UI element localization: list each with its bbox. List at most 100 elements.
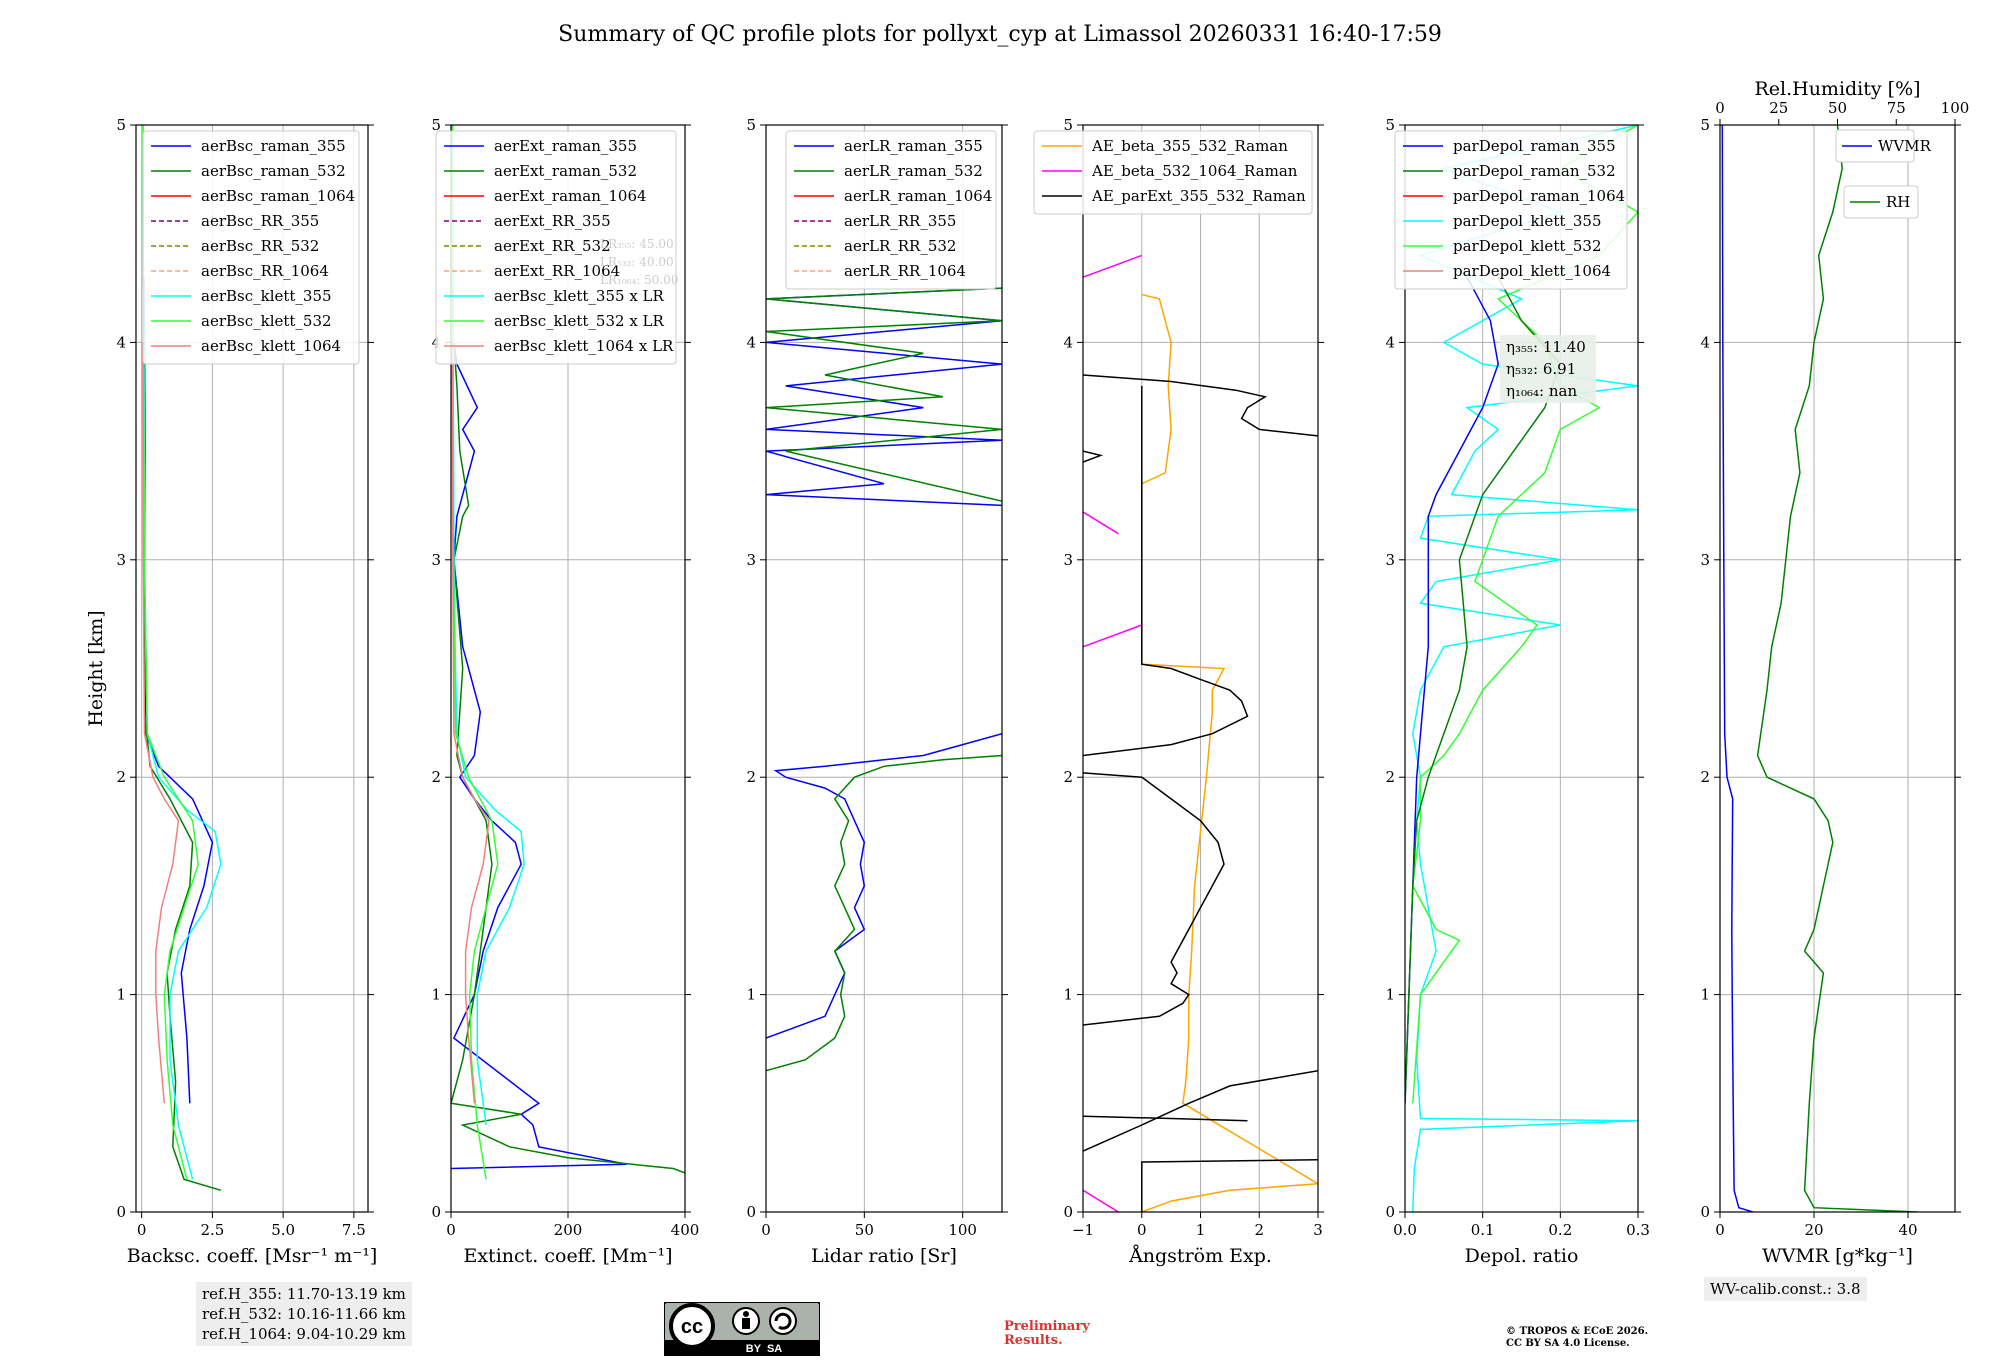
y-tick-label: 5	[431, 116, 441, 134]
y-tick-label: 1	[116, 986, 126, 1004]
series-line-aerBsc-klett-1064-x-LR	[451, 342, 490, 1104]
series-line-AE-parExt-355-532-Raman-3-	[1083, 1115, 1248, 1122]
y-tick-label: 0	[1063, 1203, 1073, 1221]
panel-lr: 0 50 100 0 1 2 3 4 5 Lidar ratio [Sr] aerLR_raman_…	[746, 116, 1008, 1267]
legend-label: aerExt_raman_355	[494, 137, 637, 155]
y-tick-label: 0	[431, 1203, 441, 1221]
legend-label: AE_beta_355_532_Raman	[1091, 137, 1288, 155]
series-line-AE-parExt-355-532-Raman-4-	[1083, 772, 1225, 1026]
legend-label: WVMR	[1878, 137, 1932, 155]
y-tick-label: 5	[1385, 116, 1395, 134]
x-axis-label: Extinct. coeff. [Mm⁻¹]	[463, 1245, 672, 1267]
lidar-ratio-label: LR₁₀₆₄: 50.00	[600, 273, 678, 287]
legend-label: aerBsc_klett_355 x LR	[494, 287, 665, 305]
legend-label: aerExt_raman_1064	[494, 187, 647, 205]
x-tick-label: 0	[1137, 1221, 1147, 1239]
legend-box	[1835, 129, 1915, 163]
y-tick-label: 4	[746, 333, 756, 351]
legend-label: aerBsc_klett_532 x LR	[494, 312, 665, 330]
y-tick-label: 1	[1385, 986, 1395, 1004]
series-line-aerLR-raman-355-upper-	[766, 287, 1002, 507]
legend-label: AE_beta_532_1064_Raman	[1091, 162, 1298, 180]
legend-label: parDepol_klett_532	[1453, 237, 1602, 255]
top-tick-label: 75	[1887, 99, 1906, 117]
legend-label: aerBsc_RR_532	[201, 237, 319, 255]
x-tick-label: 5.0	[271, 1221, 295, 1239]
series-line-aerBsc-klett-1064	[141, 342, 180, 1104]
top-tick-label: 0	[1715, 99, 1725, 117]
legend-label: aerBsc_raman_1064	[201, 187, 355, 205]
legend-box	[142, 130, 360, 365]
legend-box	[435, 130, 677, 365]
x-tick-label: 400	[671, 1221, 700, 1239]
x-tick-label: 0.1	[1471, 1221, 1495, 1239]
legend-label: aerBsc_klett_1064	[201, 337, 341, 355]
x-tick-label: 0.0	[1393, 1221, 1417, 1239]
axes-frame	[1719, 124, 1956, 1213]
legend-label: RH	[1886, 193, 1910, 211]
legend-label: aerLR_raman_355	[844, 137, 983, 155]
series-line-AE-parExt-355-532-Raman-7-	[1083, 450, 1104, 463]
legend: aerBsc_raman_355 aerBsc_raman_532 aerBsc_r…	[142, 130, 360, 365]
depol-calibration-box: η₃₅₅: 11.40 η₅₃₂: 6.91 η₁₀₆₄: nan	[1500, 335, 1596, 403]
y-tick-label: 3	[431, 551, 441, 569]
series-line-AE-beta-532-1064-Raman-3-	[1083, 511, 1119, 535]
axes-frame	[765, 124, 1003, 1213]
series-line-aerExt-raman-355	[451, 342, 627, 1170]
y-tick-label: 2	[746, 768, 756, 786]
y-tick-label: 4	[1063, 333, 1073, 351]
legend: parDepol_raman_355 parDepol_raman_532 parD…	[1394, 130, 1628, 290]
x-tick-label: 7.5	[342, 1221, 366, 1239]
series-group	[766, 287, 1002, 1072]
legend-box	[1394, 130, 1628, 290]
y-tick-label: 3	[1700, 551, 1710, 569]
ref-height-532: ref.H_532: 10.16-11.66 km	[202, 1305, 406, 1323]
series-line-parDepol-raman-355	[1405, 276, 1499, 1104]
x-tick-label: 100	[948, 1221, 977, 1239]
y-tick-label: 2	[1063, 768, 1073, 786]
y-tick-label: 5	[1063, 116, 1073, 134]
legend-RH: RH	[1843, 185, 1919, 219]
legend-label: aerLR_RR_532	[844, 237, 956, 255]
svg-text:cc: cc	[681, 1316, 703, 1338]
legend-label: aerBsc_raman_532	[201, 162, 346, 180]
panel-ext: 0200400012345Extinct. coeff. [Mm⁻¹]aerEx…	[431, 116, 699, 1267]
series-line-aerBsc-klett-532	[142, 125, 199, 1180]
y-tick-label: 0	[116, 1203, 126, 1221]
series-line-AE-beta-532-1064-Raman-2-	[1083, 624, 1143, 648]
y-tick-label: 5	[1700, 116, 1710, 134]
eta-box	[1500, 335, 1596, 403]
y-tick-label: 0	[1385, 1203, 1395, 1221]
cc-by-sa-license-icon: cc BY SA	[664, 1302, 820, 1356]
series-group	[1721, 125, 1918, 1212]
y-tick-label: 0	[1700, 1203, 1710, 1221]
y-tick-label: 5	[116, 116, 126, 134]
series-group	[451, 125, 685, 1180]
top-axis-label: Rel.Humidity [%]	[1754, 78, 1920, 100]
y-tick-label: 1	[1700, 986, 1710, 1004]
top-tick-label: 50	[1828, 99, 1847, 117]
legend-label: aerLR_raman_1064	[844, 187, 992, 205]
series-line-aerLR-raman-532	[766, 754, 1002, 1072]
y-tick-label: 1	[1063, 986, 1073, 1004]
x-tick-label: 0.2	[1548, 1221, 1572, 1239]
legend-label: AE_parExt_355_532_Raman	[1091, 187, 1306, 205]
axes-frame	[1404, 124, 1639, 1213]
legend-label: parDepol_klett_1064	[1453, 262, 1611, 280]
y-tick-label: 2	[1385, 768, 1395, 786]
series-line-aerLR-raman-355	[766, 732, 1002, 1039]
y-tick-label: 4	[1385, 333, 1395, 351]
legend-box	[785, 130, 997, 290]
y-tick-label: 2	[116, 768, 126, 786]
y-tick-label: 2	[431, 768, 441, 786]
series-line-aerBsc-raman-532	[142, 277, 222, 1192]
legend-label: aerBsc_RR_355	[201, 212, 319, 230]
figure-title: Summary of QC profile plots for pollyxt_…	[558, 22, 1442, 47]
x-tick-label: 2.5	[200, 1221, 224, 1239]
legend: AE_beta_355_532_Raman AE_beta_532_1064_Ra…	[1033, 130, 1313, 215]
lidar-ratio-label: LR₃₅₅: 45.00	[600, 237, 674, 251]
x-tick-label: 3	[1313, 1221, 1323, 1239]
series-line-aerLR-raman-532-upper-	[766, 287, 1002, 502]
